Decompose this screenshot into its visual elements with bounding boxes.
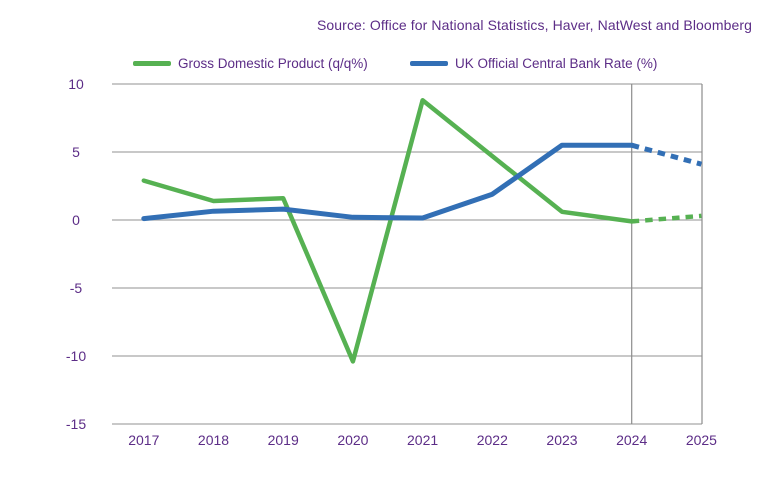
x-axis-label-2024: 2024	[616, 432, 647, 448]
gdp-line-forecast-dotted	[631, 213, 702, 224]
gdp-line-solid	[141, 98, 634, 364]
x-axis-label-2023: 2023	[546, 432, 577, 448]
legend-swatch-gdp-icon	[133, 61, 171, 66]
y-axis-label--10: -10	[66, 348, 86, 364]
x-axis-label-2022: 2022	[477, 432, 508, 448]
x-axis-label-2021: 2021	[407, 432, 438, 448]
legend-item-gdp: Gross Domestic Product (q/q%)	[133, 56, 368, 71]
x-axis-label-2019: 2019	[268, 432, 299, 448]
rate-line-solid	[141, 142, 635, 222]
y-axis-label-10: 10	[68, 76, 84, 92]
y-axis-label--5: -5	[70, 280, 83, 296]
legend-swatch-bank-rate-icon	[410, 61, 448, 66]
x-axis-label-2025: 2025	[686, 432, 717, 448]
source-attribution: Source: Office for National Statistics, …	[316, 17, 752, 33]
x-axis-label-2018: 2018	[198, 432, 229, 448]
legend-label-gdp: Gross Domestic Product (q/q%)	[178, 56, 368, 71]
y-axis-label-5: 5	[72, 144, 80, 160]
y-axis-label-0: 0	[72, 212, 80, 228]
legend-label-bank-rate: UK Official Central Bank Rate (%)	[455, 56, 658, 71]
rate-line-forecast-dotted	[631, 142, 703, 167]
legend-item-bank-rate: UK Official Central Bank Rate (%)	[410, 56, 657, 71]
x-axis-label-2017: 2017	[128, 432, 159, 448]
x-axis-label-2020: 2020	[337, 432, 368, 448]
y-axis-label--15: -15	[66, 416, 86, 432]
